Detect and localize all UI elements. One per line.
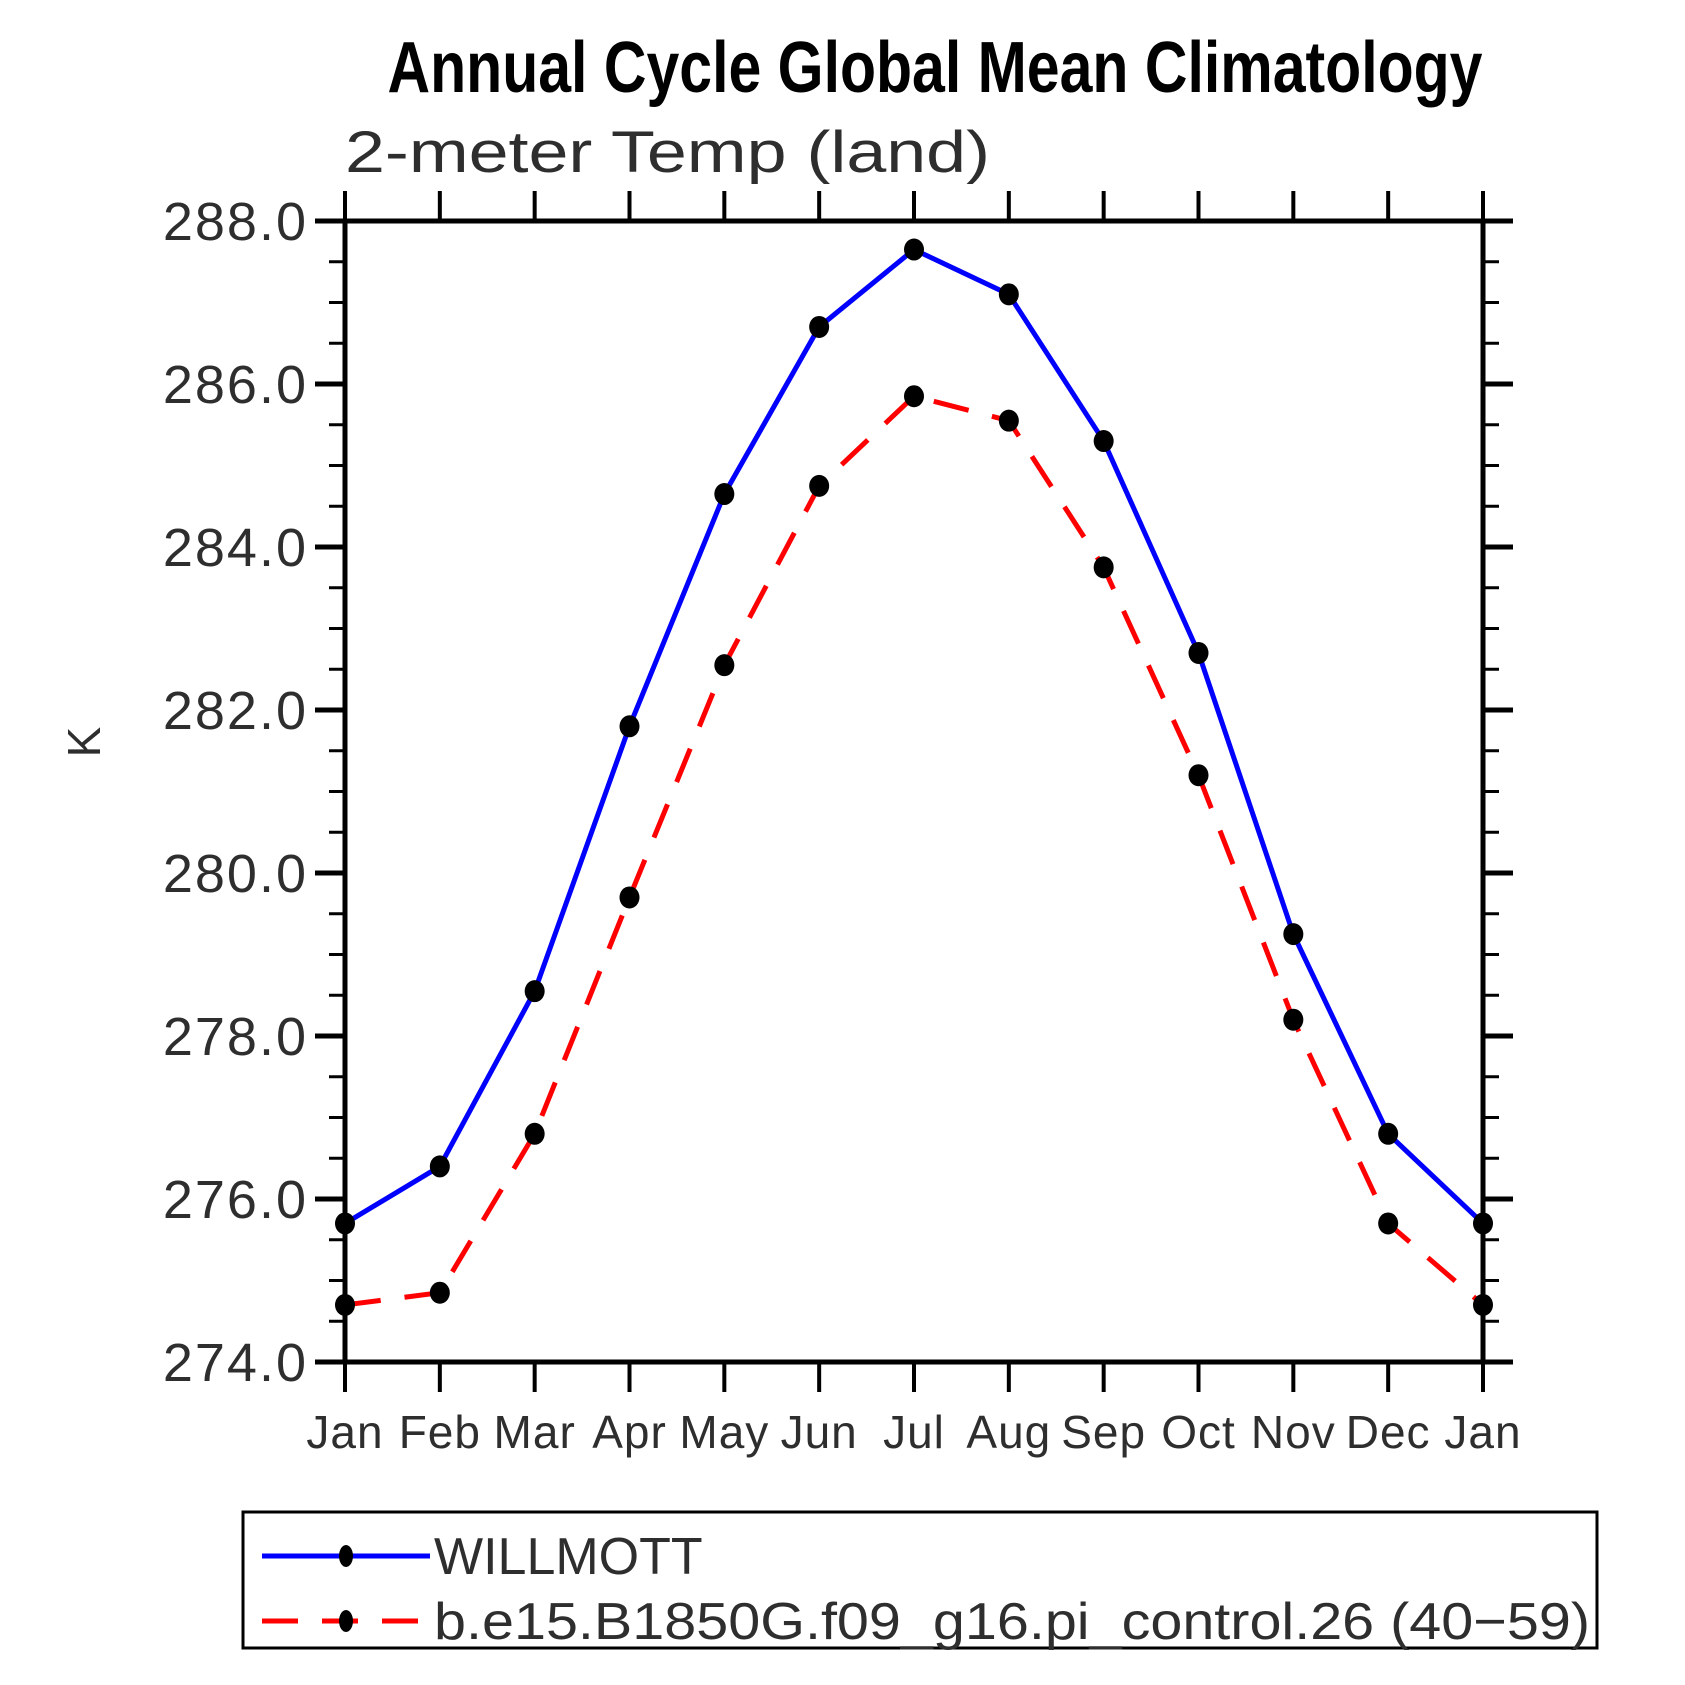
series-lines: [335, 238, 1493, 1316]
data-point-marker: [1093, 430, 1114, 453]
legend-label-model: b.e15.B1850G.f09_g16.pi_control.26 (40−5…: [434, 1593, 1590, 1651]
data-point-marker: [1378, 1122, 1399, 1145]
axis-ticks: [315, 191, 1513, 1392]
y-tick-label: 280.0: [163, 844, 308, 904]
y-tick-label: 288.0: [163, 192, 308, 252]
data-point-marker: [335, 1212, 355, 1235]
data-point-marker: [1188, 641, 1209, 664]
data-point-marker: [809, 315, 830, 338]
data-point-marker: [998, 409, 1019, 432]
data-point-marker: [714, 483, 735, 506]
plot-frame: [342, 218, 1486, 1365]
data-point-marker: [998, 283, 1019, 306]
x-tick-label: Jan: [306, 1406, 383, 1458]
legend-marker-willmott: [339, 1545, 353, 1567]
data-point-marker: [524, 980, 545, 1003]
data-point-marker: [1473, 1212, 1493, 1235]
x-tick-label: Dec: [1346, 1406, 1431, 1458]
data-point-marker: [429, 1155, 450, 1178]
y-tick-label: 284.0: [163, 518, 308, 578]
x-tick-label: Nov: [1251, 1406, 1336, 1458]
data-point-marker: [619, 715, 640, 738]
x-tick-labels: Jan Feb Mar Apr May Jun Jul Aug Sep Oct Nov Dec Jan: [306, 1406, 1521, 1458]
data-point-marker: [1283, 923, 1304, 946]
x-tick-label: Apr: [592, 1406, 667, 1458]
x-tick-label: Oct: [1161, 1406, 1236, 1458]
data-point-marker: [1283, 1008, 1304, 1031]
data-point-marker: [904, 238, 924, 261]
chart-title: Annual Cycle Global Mean Climatology: [388, 28, 1483, 108]
x-tick-label: Jul: [883, 1406, 945, 1458]
x-tick-label: Jun: [781, 1406, 858, 1458]
y-axis-title: K: [58, 726, 110, 757]
y-tick-labels: 274.0 276.0 278.0 280.0 282.0 284.0 286.0 288.0: [163, 192, 308, 1393]
data-point-marker: [619, 886, 640, 909]
data-point-marker: [335, 1293, 355, 1316]
x-tick-label: Feb: [399, 1406, 481, 1458]
y-tick-label: 274.0: [163, 1333, 308, 1393]
x-tick-label: Aug: [966, 1406, 1051, 1458]
data-point-marker: [1473, 1293, 1493, 1316]
legend-label-willmott: WILLMOTT: [434, 1528, 703, 1586]
y-tick-label: 286.0: [163, 355, 308, 415]
x-tick-label: Jan: [1444, 1406, 1521, 1458]
y-tick-label: 278.0: [163, 1007, 308, 1067]
data-point-marker: [809, 474, 830, 497]
data-point-marker: [429, 1281, 450, 1304]
data-point-marker: [1188, 764, 1209, 787]
x-tick-label: May: [679, 1406, 769, 1458]
data-point-marker: [714, 654, 735, 677]
y-tick-label: 282.0: [163, 681, 308, 741]
y-tick-label: 276.0: [163, 1170, 308, 1230]
series-line-1: [344, 393, 1485, 1308]
data-point-marker: [1093, 556, 1114, 579]
data-point-marker: [904, 385, 924, 408]
data-point-marker: [524, 1122, 545, 1145]
chart-subtitle: 2-meter Temp (land): [345, 120, 990, 185]
legend-marker-model: [339, 1610, 353, 1632]
x-tick-label: Mar: [494, 1406, 576, 1458]
data-point-marker: [1378, 1212, 1399, 1235]
legend-box: [241, 1510, 1599, 1650]
x-tick-label: Sep: [1061, 1406, 1146, 1458]
legend: WILLMOTT b.e15.B1850G.f09_g16.pi_control…: [241, 1510, 1599, 1651]
